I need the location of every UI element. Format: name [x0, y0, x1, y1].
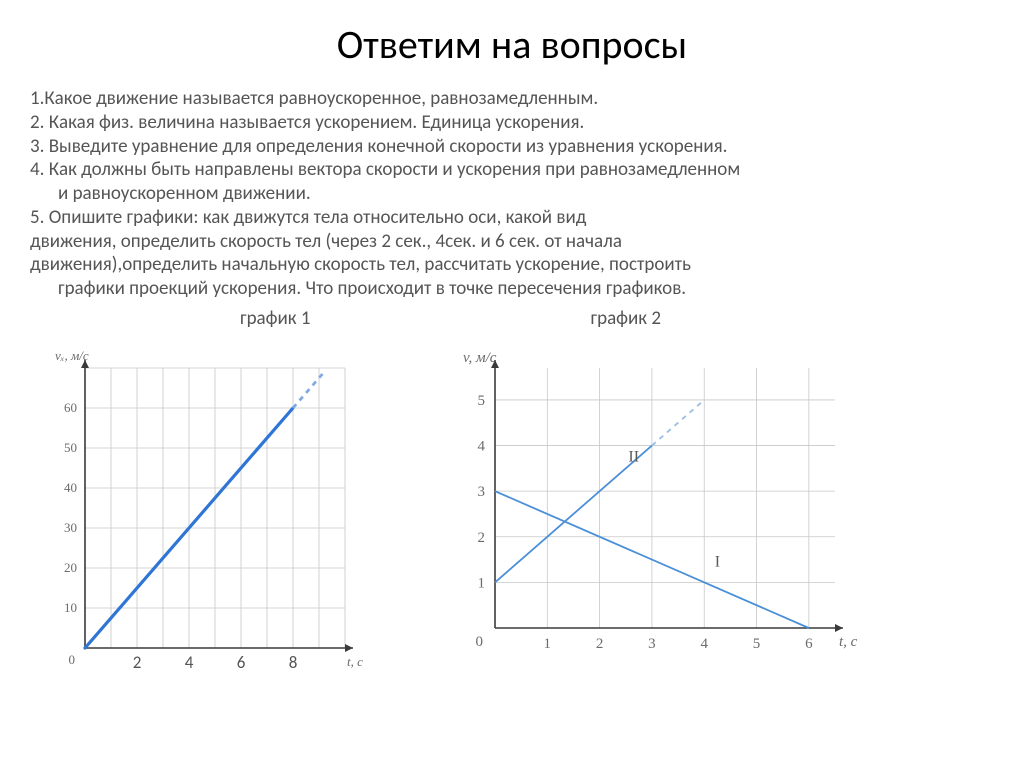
svg-text:vₓ, м/с: vₓ, м/с	[55, 348, 89, 363]
svg-text:50: 50	[64, 440, 77, 455]
question-2: 2. Какая физ. величина называется ускоре…	[30, 111, 994, 135]
svg-text:4: 4	[700, 636, 708, 652]
svg-text:20: 20	[64, 560, 77, 575]
svg-text:t, с: t, с	[347, 654, 363, 669]
question-3: 3. Выведите уравнение для определения ко…	[30, 135, 994, 159]
svg-text:6: 6	[237, 652, 246, 673]
svg-text:30: 30	[64, 520, 77, 535]
svg-text:2: 2	[133, 652, 142, 673]
chart1-box: 10 20 30 40 50 60 2 4 6 8 0 vₓ, м/с t, с	[30, 338, 370, 678]
question-5-line2: движения, определить скорость тел (через…	[30, 230, 994, 254]
page-title: Ответим на вопросы	[30, 20, 994, 69]
svg-text:1: 1	[544, 636, 552, 652]
chart1-label: график 1	[240, 307, 311, 330]
svg-text:t, с: t, с	[839, 634, 858, 650]
question-1: 1.Какое движение называется равноускорен…	[30, 87, 994, 111]
question-5-line4: графики проекций ускорения. Что происход…	[30, 277, 994, 301]
svg-text:4: 4	[478, 438, 486, 454]
question-4-line2: и равноускоренном движении.	[30, 182, 994, 206]
svg-text:5: 5	[753, 636, 761, 652]
svg-text:6: 6	[805, 636, 813, 652]
question-5-line3: движения),определить начальную скорость …	[30, 253, 994, 277]
svg-text:1: 1	[478, 575, 486, 591]
svg-text:4: 4	[185, 652, 194, 673]
chart2-box: 123451234560v, м/сt, сIII	[430, 338, 860, 658]
svg-text:2: 2	[478, 530, 486, 546]
chart2-svg: 123451234560v, м/сt, сIII	[430, 338, 860, 658]
chart1-svg: 10 20 30 40 50 60 2 4 6 8 0 vₓ, м/с t, с	[30, 338, 370, 678]
svg-text:40: 40	[64, 480, 77, 495]
svg-text:8: 8	[289, 652, 298, 673]
svg-text:5: 5	[478, 393, 486, 409]
svg-text:0: 0	[476, 634, 484, 650]
chart-label-row: график 1 график 2	[30, 307, 994, 330]
question-4-line1: 4. Как должны быть направлены вектора ск…	[30, 158, 994, 182]
questions-block: 1.Какое движение называется равноускорен…	[30, 87, 994, 301]
svg-text:3: 3	[478, 484, 486, 500]
svg-text:3: 3	[648, 636, 656, 652]
svg-text:2: 2	[596, 636, 604, 652]
question-5-line1: 5. Опишите графики: как движутся тела от…	[30, 206, 994, 230]
svg-text:v, м/с: v, м/с	[463, 350, 497, 366]
svg-text:10: 10	[64, 600, 77, 615]
svg-text:II: II	[628, 448, 639, 465]
svg-text:0: 0	[69, 652, 76, 667]
chart2-label: график 2	[591, 307, 662, 330]
svg-text:60: 60	[64, 400, 77, 415]
charts-row: 10203040506024680vₓ, м/сt, с 12345123456…	[30, 338, 994, 678]
svg-text:I: I	[715, 553, 720, 570]
